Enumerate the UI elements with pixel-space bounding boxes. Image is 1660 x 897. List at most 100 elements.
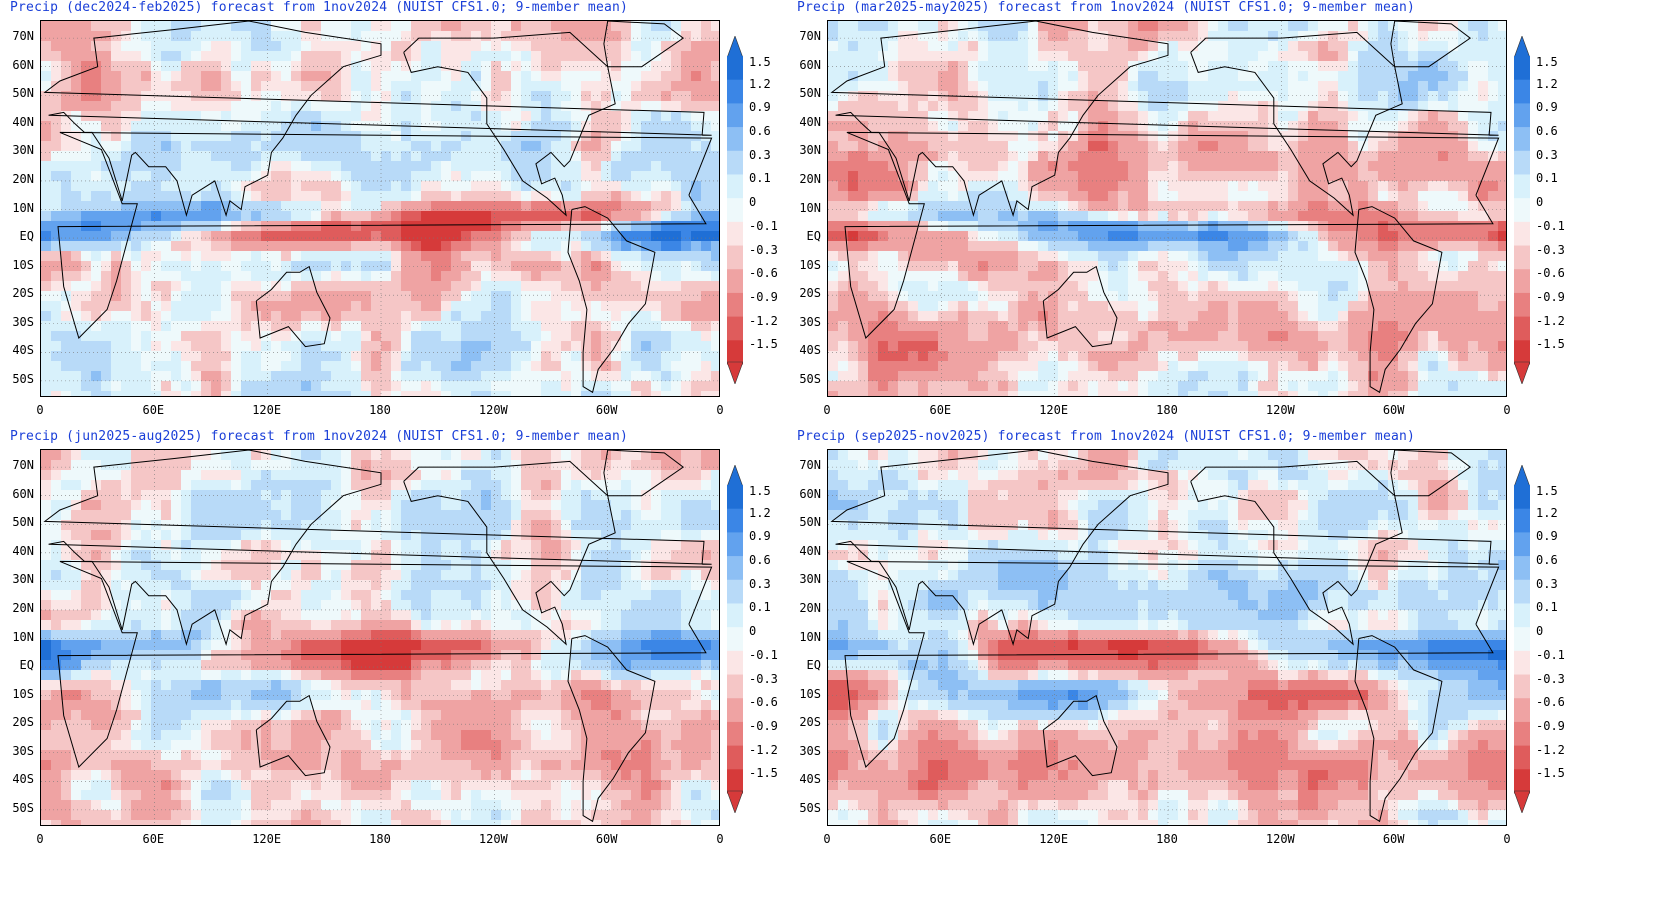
- colorbar-label: -0.9: [749, 718, 778, 733]
- map-panel-3: Precip (jun2025-aug2025) forecast from 1…: [0, 429, 800, 877]
- lat-tick-label: 30S: [12, 314, 34, 329]
- lat-tick-label: 50N: [12, 515, 34, 530]
- colorbar-swatch: [1514, 627, 1530, 652]
- colorbar-swatch: [1514, 198, 1530, 223]
- colorbar-label: -0.9: [749, 289, 778, 304]
- lat-tick-label: 30N: [799, 572, 821, 587]
- colorbar-swatch: [727, 79, 743, 104]
- colorbar-label: 0.3: [749, 147, 771, 162]
- lon-tick-label: 60E: [929, 403, 952, 417]
- colorbar-swatch: [1514, 579, 1530, 604]
- lon-tick-label: 60W: [1382, 403, 1405, 417]
- colorbar-label: -0.6: [1536, 266, 1565, 281]
- colorbar-label: -0.6: [1536, 695, 1565, 710]
- colorbar-label: -0.6: [749, 266, 778, 281]
- colorbar-swatch: [1514, 269, 1530, 294]
- lat-tick-label: 30N: [799, 143, 821, 158]
- colorbar-swatch: [1514, 603, 1530, 628]
- colorbar-swatch: [727, 674, 743, 699]
- coastline: [1354, 206, 1443, 394]
- lat-tick-label: 50S: [12, 371, 34, 386]
- lat-tick-label: 40S: [12, 343, 34, 358]
- colorbar-swatch: [1514, 150, 1530, 175]
- coastline: [603, 21, 685, 68]
- lon-tick-label: 120W: [1265, 832, 1295, 846]
- precip-anomaly-map: [40, 20, 720, 397]
- colorbar-label: 0.6: [749, 553, 771, 568]
- lat-tick-label: 30N: [12, 572, 34, 587]
- lon-tick-label: 60W: [595, 403, 618, 417]
- colorbar: [1514, 36, 1530, 384]
- lat-tick-label: EQ: [806, 229, 821, 244]
- colorbar-label: 1.5: [1536, 55, 1558, 69]
- colorbar-label: 0.9: [1536, 100, 1558, 115]
- lat-tick-label: EQ: [19, 658, 34, 673]
- colorbar-swatch: [727, 579, 743, 604]
- lat-tick-label: 20N: [12, 600, 34, 615]
- lon-tick-label: 0: [36, 403, 44, 417]
- colorbar-label: 0.9: [749, 529, 771, 544]
- colorbar-swatch: [727, 150, 743, 175]
- lat-tick-label: 60N: [12, 57, 34, 72]
- lon-tick-label: 120E: [252, 403, 282, 417]
- coastline: [57, 560, 713, 768]
- lat-tick-label: 70N: [799, 458, 821, 473]
- lat-tick-label: 10N: [799, 629, 821, 644]
- lon-tick-label: 120W: [1265, 403, 1295, 417]
- lat-tick-label: 30N: [12, 143, 34, 158]
- colorbar-label: 1.2: [749, 505, 771, 520]
- coastline: [567, 635, 656, 823]
- colorbar-swatch: [727, 103, 743, 128]
- colorbar-label: 0.1: [1536, 600, 1558, 615]
- colorbar-swatch: [1514, 674, 1530, 699]
- colorbar-swatch: [727, 627, 743, 652]
- lon-tick-label: 180: [1156, 403, 1178, 417]
- map-panel-1: Precip (dec2024-feb2025) forecast from 1…: [0, 0, 800, 448]
- lat-tick-label: 20S: [12, 715, 34, 730]
- lat-tick-label: EQ: [19, 229, 34, 244]
- coastline: [1390, 450, 1472, 497]
- lat-tick-label: 40S: [799, 343, 821, 358]
- colorbar-label: -1.5: [749, 337, 778, 352]
- lon-tick-label: 180: [369, 832, 391, 846]
- lat-tick-label: 10S: [799, 257, 821, 272]
- colorbar-swatch: [1514, 745, 1530, 770]
- lon-tick-label: 120E: [1039, 403, 1069, 417]
- coastline: [830, 21, 1499, 218]
- colorbar-label: 0.1: [1536, 171, 1558, 186]
- colorbar-swatch: [1514, 292, 1530, 318]
- lat-tick-label: 20N: [12, 171, 34, 186]
- colorbar-swatch: [727, 174, 743, 199]
- coastline: [43, 21, 712, 218]
- colorbar-label: -1.2: [1536, 742, 1565, 757]
- lon-tick-label: 0: [1503, 832, 1511, 846]
- colorbar-swatch: [1514, 698, 1530, 723]
- coastline: [1354, 635, 1443, 823]
- coastline: [1390, 21, 1472, 68]
- colorbar-label: -0.3: [749, 242, 778, 257]
- lon-tick-label: 120W: [478, 403, 508, 417]
- colorbar-swatch: [1514, 556, 1530, 581]
- lon-tick-label: 120E: [252, 832, 282, 846]
- lat-tick-label: 70N: [799, 29, 821, 44]
- colorbar-label: 1.2: [1536, 505, 1558, 520]
- lon-tick-label: 0: [716, 403, 724, 417]
- colorbar-swatch: [1514, 532, 1530, 557]
- colorbar-label: 0.6: [1536, 124, 1558, 139]
- lat-tick-label: 10S: [799, 686, 821, 701]
- lat-tick-label: 10N: [12, 200, 34, 215]
- lat-tick-label: 40S: [799, 772, 821, 787]
- colorbar-swatch: [727, 269, 743, 294]
- coastline: [255, 265, 331, 348]
- lon-tick-label: 0: [823, 832, 831, 846]
- colorbar-swatch: [1514, 127, 1530, 152]
- lat-tick-label: 70N: [12, 458, 34, 473]
- lat-tick-label: 10S: [12, 686, 34, 701]
- colorbar-swatch: [1514, 79, 1530, 104]
- colorbar-label: 0.6: [749, 124, 771, 139]
- lon-tick-label: 60W: [595, 832, 618, 846]
- colorbar-swatch: [727, 221, 743, 247]
- lon-tick-label: 180: [369, 403, 391, 417]
- colorbar: [727, 465, 743, 813]
- colorbar-label: 0.9: [749, 100, 771, 115]
